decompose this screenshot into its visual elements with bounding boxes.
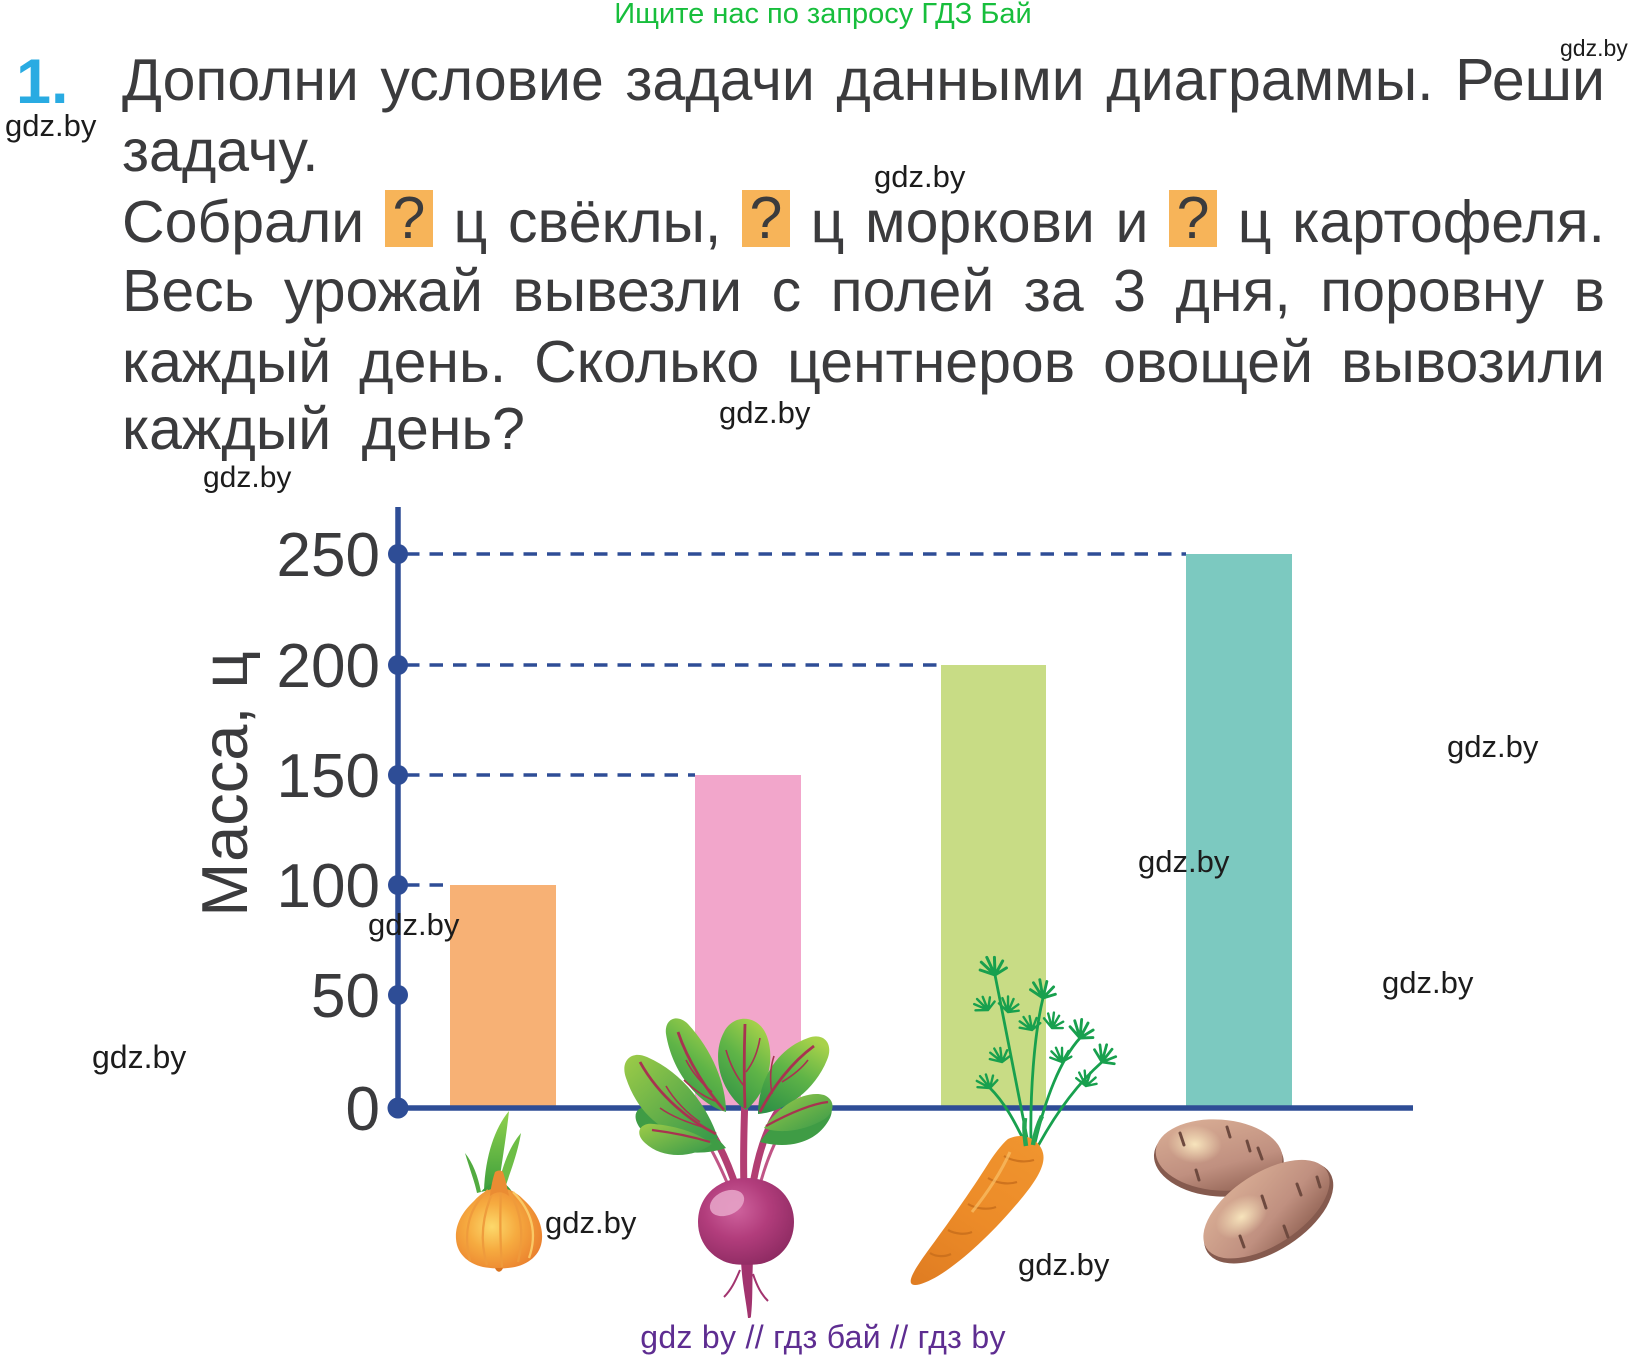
svg-text:100: 100: [277, 852, 380, 921]
svg-text:Масса, ц: Масса, ц: [188, 651, 261, 917]
svg-text:150: 150: [277, 742, 380, 811]
svg-text:50: 50: [311, 962, 380, 1031]
svg-text:0: 0: [346, 1075, 380, 1144]
svg-text:200: 200: [277, 632, 380, 701]
svg-text:250: 250: [277, 521, 380, 590]
